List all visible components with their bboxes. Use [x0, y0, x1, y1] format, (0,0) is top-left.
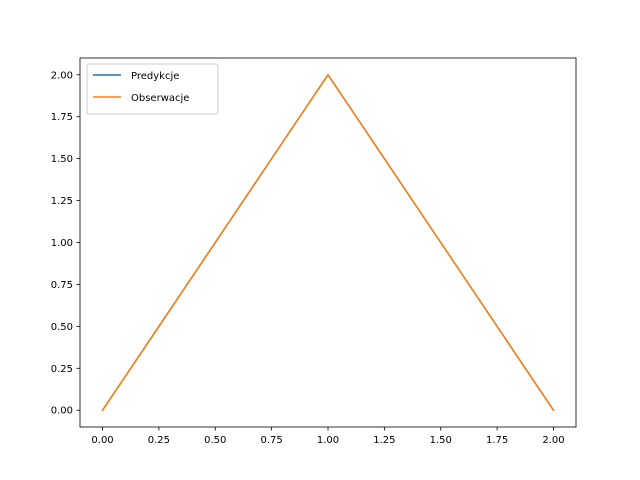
series-line-1 [101, 74, 555, 412]
x-tick-label: 0.50 [204, 435, 226, 446]
legend: Predykcje Obserwacje [86, 63, 219, 115]
y-axis: 0.00 0.25 0.50 0.75 1.00 1.25 1.50 1.75 2.00 [51, 70, 80, 417]
y-tick-label: 1.25 [51, 196, 73, 207]
x-tick-label: 2.00 [542, 435, 564, 446]
y-tick-label: 0.25 [51, 364, 73, 375]
series-layer [101, 74, 555, 412]
y-tick-label: 0.50 [51, 322, 73, 333]
x-tick-label: 1.50 [430, 435, 452, 446]
legend-label-0: Predykcje [131, 71, 179, 82]
y-tick-label: 0.00 [51, 406, 73, 417]
x-tick-label: 0.75 [261, 435, 283, 446]
x-tick-label: 1.00 [317, 435, 339, 446]
y-tick-label: 0.75 [51, 280, 73, 291]
y-tick-label: 1.75 [51, 112, 73, 123]
x-axis: 0.00 0.25 0.50 0.75 1.00 1.25 1.50 1.75 2.00 [91, 427, 565, 446]
legend-label-1: Obserwacje [131, 93, 189, 104]
x-tick-label: 0.25 [148, 435, 170, 446]
series-line-0 [101, 74, 555, 412]
y-tick-label: 1.00 [51, 238, 73, 249]
x-tick-label: 1.25 [373, 435, 395, 446]
x-tick-label: 0.00 [91, 435, 113, 446]
x-tick-label: 1.75 [486, 435, 508, 446]
y-tick-label: 2.00 [51, 70, 73, 81]
y-tick-label: 1.50 [51, 154, 73, 165]
legend-box [86, 63, 219, 115]
